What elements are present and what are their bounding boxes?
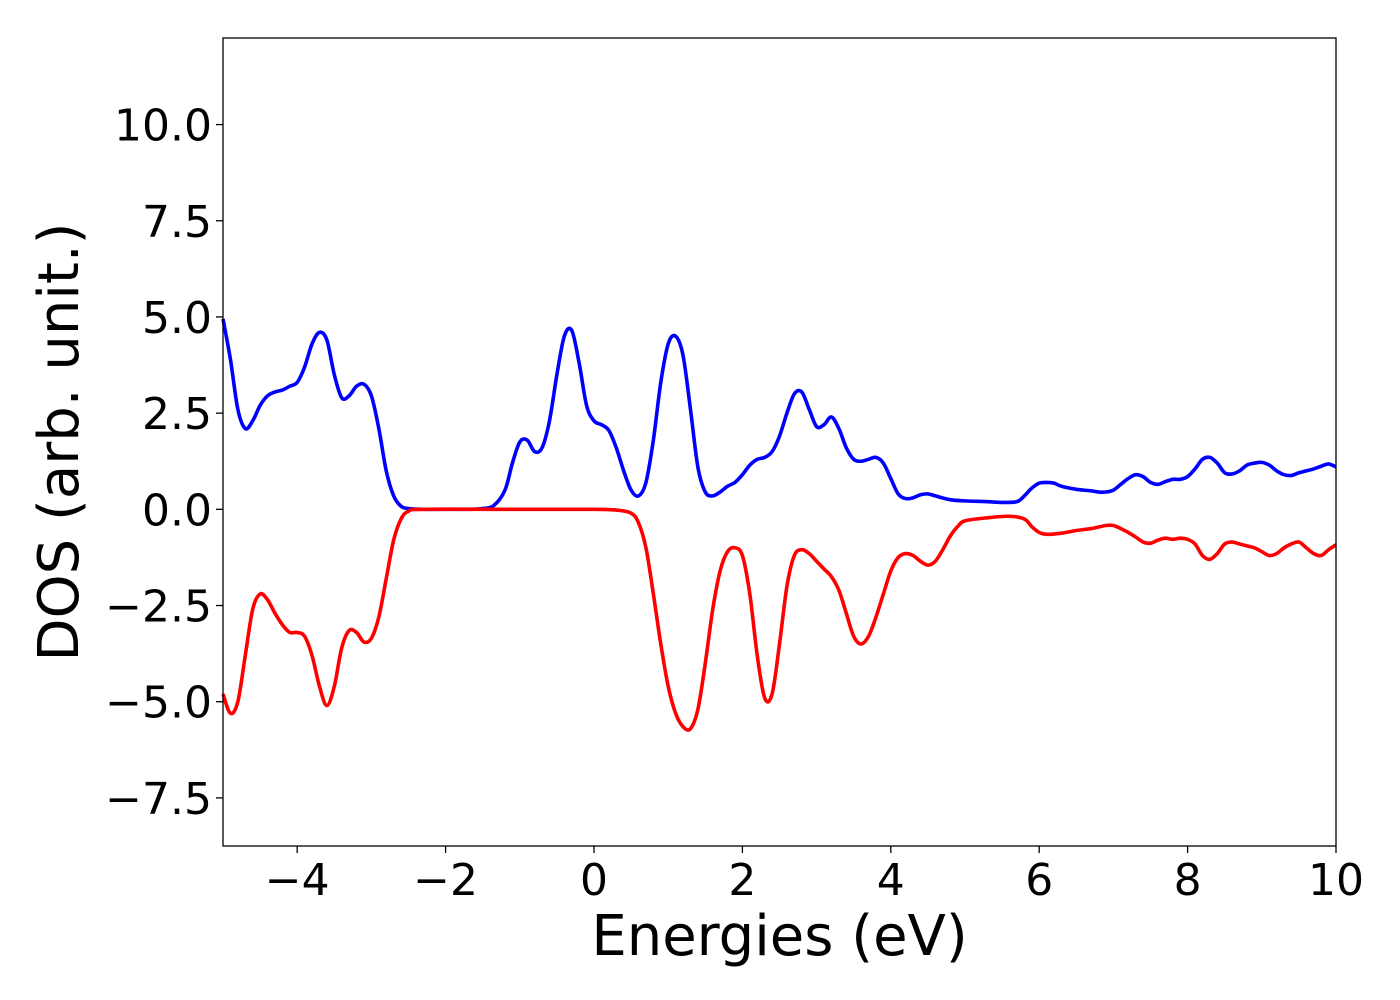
x-tick-label: 0 — [580, 855, 608, 906]
x-tick-label: −2 — [413, 855, 478, 906]
y-tick-label: −5.0 — [105, 678, 212, 729]
spin-down-dos-line — [221, 507, 1338, 732]
x-tick-label: 8 — [1174, 855, 1202, 906]
x-tick-label: 6 — [1025, 855, 1053, 906]
y-tick-label: −2.5 — [105, 582, 212, 633]
y-tick-label: 2.5 — [142, 389, 212, 440]
y-tick-label: 5.0 — [142, 293, 212, 344]
y-axis-ticks: 10.0 7.5 5.0 2.5 0.0 −2.5 −5.0 −7.5 — [105, 101, 223, 825]
x-axis-label: Energies (eV) — [591, 904, 967, 969]
spin-up-dos-line — [221, 318, 1337, 512]
y-axis-label: DOS (arb. unit.) — [27, 222, 92, 661]
y-tick-label: 7.5 — [142, 197, 212, 248]
plot-frame — [222, 37, 1337, 847]
x-axis-ticks: −4 −2 0 2 4 6 8 10 — [265, 846, 1364, 906]
x-tick-label: −4 — [265, 855, 330, 906]
y-tick-label: −7.5 — [105, 774, 212, 825]
x-tick-label: 10 — [1308, 855, 1364, 906]
x-tick-label: 4 — [877, 855, 905, 906]
y-tick-label: 0.0 — [142, 485, 212, 536]
y-tick-label: 10.0 — [114, 101, 212, 152]
series-layer — [221, 318, 1338, 732]
x-tick-label: 2 — [728, 855, 756, 906]
